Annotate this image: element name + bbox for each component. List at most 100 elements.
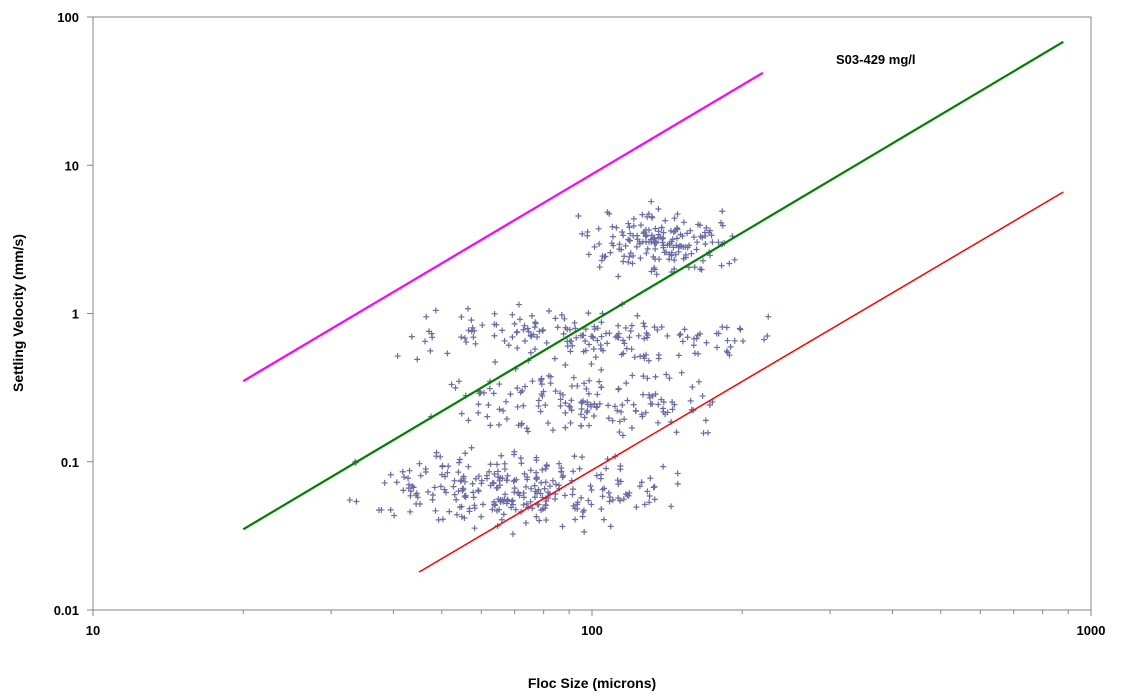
scatter-point [646,391,653,398]
scatter-point [486,468,493,475]
scatter-point [702,417,709,424]
scatter-point [645,357,652,364]
scatter-point [619,432,626,439]
scatter-point [455,488,462,495]
scatter-point [609,417,616,424]
scatter-point [514,385,521,392]
scatter-point [635,332,642,339]
scatter-point [690,342,697,349]
scatter-point [588,501,595,508]
scatter-point [475,409,482,416]
scatter-point [674,480,681,487]
scatter-point [640,230,647,237]
scatter-point [460,486,467,493]
scatter-point [465,463,472,470]
scatter-point [647,475,654,482]
scatter-point [391,512,398,519]
scatter-point [594,325,601,332]
scatter-point [659,239,666,246]
scatter-point [764,333,771,340]
scatter-point [524,325,531,332]
scatter-point [644,245,651,252]
scatter-point [582,326,589,333]
scatter-point [687,397,694,404]
scatter-point [590,346,597,353]
scatter-point [422,469,429,476]
scatter-point [387,506,394,513]
scatter-point [511,451,518,458]
scatter-point [581,414,588,421]
scatter-point [534,333,541,340]
scatter-point [598,333,605,340]
scatter-point [615,385,622,392]
scatter-point [592,354,599,361]
scatter-point [682,251,689,258]
scatter-point [652,391,659,398]
scatter-point [527,467,534,474]
scatter-point [516,316,523,323]
scatter-point [572,325,579,332]
scatter-point [677,331,684,338]
scatter-point [533,513,540,520]
y-axis-title: Settling Velocity (mm/s) [10,234,26,392]
scatter-point [496,381,503,388]
scatter-point [469,324,476,331]
scatter-point [472,340,479,347]
scatter-point [617,462,624,469]
scatter-point [480,389,487,396]
scatter-point [574,501,581,508]
scatter-point [416,460,423,467]
scatter-point [557,390,564,397]
scatter-point [671,401,678,408]
scatter-point [535,486,542,493]
scatter-point [624,397,631,404]
scatter-point [585,390,592,397]
scatter-point [465,327,472,334]
scatter-point [387,471,394,478]
scatter-point [598,319,605,326]
scatter-point [585,422,592,429]
scatter-point [532,488,539,495]
scatter-point [498,452,505,459]
scatter-point [499,497,506,504]
scatter-point [463,339,470,346]
scatter-point [425,488,432,495]
scatter-point [452,384,459,391]
scatter-point [536,517,543,524]
scatter-point [596,378,603,385]
scatter-point [652,245,659,252]
scatter-point [626,253,633,260]
scatter-point [630,252,637,259]
scatter-point [731,256,738,263]
scatter-point [438,471,445,478]
scatter-point [639,413,646,420]
scatter-point [559,474,566,481]
scatter-point [478,513,485,520]
scatter-point [568,407,575,414]
chart-annotation: S03-429 mg/l [836,52,916,67]
scatter-point [557,396,564,403]
scatter-point [461,335,468,342]
scatter-point [532,346,539,353]
scatter-point [599,493,606,500]
scatter-point [700,430,707,437]
scatter-point [581,528,588,535]
scatter-point [457,478,464,485]
scatter-point [514,403,521,410]
scatter-point [587,403,594,410]
scatter-point [542,501,549,508]
scatter-point [641,323,648,330]
y-axis-tick-labels: 0.01 0.1 1 10 100 [54,10,79,618]
scatter-point [429,496,436,503]
scatter-point [593,472,600,479]
scatter-point [680,219,687,226]
scatter-point [568,397,575,404]
scatter-point [693,246,700,253]
scatter-point [648,198,655,205]
y-tick-label: 100 [57,10,79,25]
scatter-point [594,337,601,344]
scatter-point [625,236,632,243]
scatter-point [669,406,676,413]
scatter-point [603,465,610,472]
scatter-point [562,400,569,407]
